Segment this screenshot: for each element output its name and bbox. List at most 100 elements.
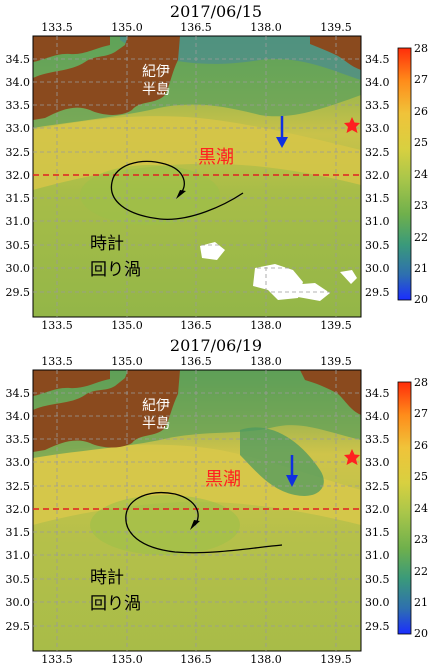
label-eddy-line2-1: 回り渦 [90,260,141,280]
y-tick: 34.5 [6,387,31,400]
y-tick: 30.0 [6,262,31,275]
y-tick: 32.0 [6,503,31,516]
colorbar-2: 28 27 26 25 24 23 22 21 20 [397,376,428,640]
y-tick: 30.0 [365,262,390,275]
label-kuroshio-2: 黒潮 [205,469,241,490]
eddy-arrowhead-1 [176,190,186,199]
x-tick: 139.5 [320,21,352,34]
colorbar-tick: 26 [414,105,428,118]
y-tick: 33.0 [6,122,31,135]
x-tick: 133.5 [41,319,73,332]
colorbar-tick: 21 [414,262,428,275]
eddy-region-2 [90,495,240,555]
y-tick: 32.5 [365,480,390,493]
star-icon-1 [344,117,360,133]
panel-1-map: 紀伊 半島 黒潮 時計 回り渦 [32,35,362,318]
y-tick: 33.5 [6,433,31,446]
x-tick: 133.5 [41,21,73,34]
colorbar-tick: 20 [414,293,428,306]
y-tick: 33.5 [6,99,31,112]
y-tick: 31.0 [6,215,31,228]
y-tick: 34.5 [6,53,31,66]
star-icon-2 [344,449,360,465]
x-ticks-top-1: 133.5 135.0 136.5 138.0 139.5 [41,21,352,34]
land-shikoku-1 [33,36,110,62]
x-tick: 139.5 [320,653,352,666]
blue-arrow-icon-1 [276,137,288,148]
colorbar-tick: 26 [414,439,428,452]
x-tick: 136.5 [180,653,212,666]
label-eddy-line1-1: 時計 [90,234,124,254]
panel-2-map: 紀伊 半島 黒潮 時計 回り渦 [32,369,362,652]
y-tick: 34.0 [6,410,31,423]
x-ticks-top-2: 133.5 135.0 136.5 138.0 139.5 [41,355,352,368]
y-ticks-right-1: 34.5 34.0 33.5 33.0 32.5 32.0 31.5 31.0 … [365,53,390,299]
y-tick: 33.0 [6,456,31,469]
y-tick: 32.0 [365,169,390,182]
x-tick: 136.5 [180,355,212,368]
y-tick: 31.0 [6,549,31,562]
label-kii-line2-1: 半島 [142,82,170,98]
x-tick: 139.5 [320,355,352,368]
label-eddy-line2-2: 回り渦 [90,594,141,614]
colorbar-tick: 28 [414,42,428,55]
label-eddy-line1-2: 時計 [90,568,124,588]
colorbar-tick: 20 [414,627,428,640]
x-tick: 138.0 [250,21,282,34]
x-tick: 135.0 [111,21,143,34]
x-tick: 133.5 [41,355,73,368]
y-tick: 32.5 [6,480,31,493]
colorbar-tick: 21 [414,596,428,609]
x-tick: 136.5 [180,319,212,332]
y-tick: 29.5 [365,286,390,299]
land-shikoku-2 [33,370,110,396]
cold-water-patch-1 [120,36,361,80]
colorbar-tick: 22 [414,231,428,244]
x-tick: 135.0 [111,319,143,332]
colorbar-tick: 23 [414,533,428,546]
cloud-gaps-1 [200,242,357,301]
colorbar-gradient-2 [397,381,412,635]
label-kii-line1-2: 紀伊 [142,398,170,414]
colorbar-tick: 24 [414,168,428,181]
label-kii-line2-2: 半島 [142,416,170,432]
colorbar-tick: 23 [414,199,428,212]
y-tick: 32.0 [365,503,390,516]
y-tick: 29.5 [365,620,390,633]
x-tick: 138.0 [250,319,282,332]
panel-2: 2017/06/19 紀伊 半島 黒潮 時計 回り渦 [6,336,429,666]
y-tick: 29.5 [6,286,31,299]
colorbar-tick: 28 [414,376,428,389]
y-tick: 34.0 [365,410,390,423]
colorbar-tick: 24 [414,502,428,515]
clockwise-eddy-arrow-1 [110,160,244,220]
y-tick: 34.0 [6,76,31,89]
y-tick: 34.5 [365,387,390,400]
map-frame-2 [32,369,362,652]
colorbar-gradient-1 [397,47,412,301]
colorbar-tick: 22 [414,565,428,578]
y-tick: 30.5 [6,573,31,586]
y-tick: 31.5 [6,526,31,539]
panel-2-date: 2017/06/19 [170,336,262,355]
y-tick: 30.5 [6,239,31,252]
x-ticks-bottom-1: 133.5 135.0 136.5 138.0 139.5 [41,319,352,332]
y-tick: 30.0 [365,596,390,609]
y-ticks-left-1: 34.5 34.0 33.5 33.0 32.5 32.0 31.5 31.0 … [6,53,31,299]
y-tick: 33.5 [365,99,390,112]
colorbar-tick: 25 [414,470,428,483]
y-tick: 31.5 [6,192,31,205]
colorbar-tick: 27 [414,73,428,86]
eddy-region-1 [80,165,220,225]
land-kii-peninsula-1 [33,36,180,120]
y-tick: 30.5 [365,239,390,252]
y-tick: 31.0 [365,215,390,228]
x-tick: 138.0 [250,653,282,666]
y-tick: 31.5 [365,192,390,205]
blue-arrow-icon-2 [286,475,298,487]
x-tick: 138.0 [250,355,282,368]
colorbar-tick: 27 [414,407,428,420]
land-izu-2 [300,370,361,415]
x-tick: 133.5 [41,653,73,666]
